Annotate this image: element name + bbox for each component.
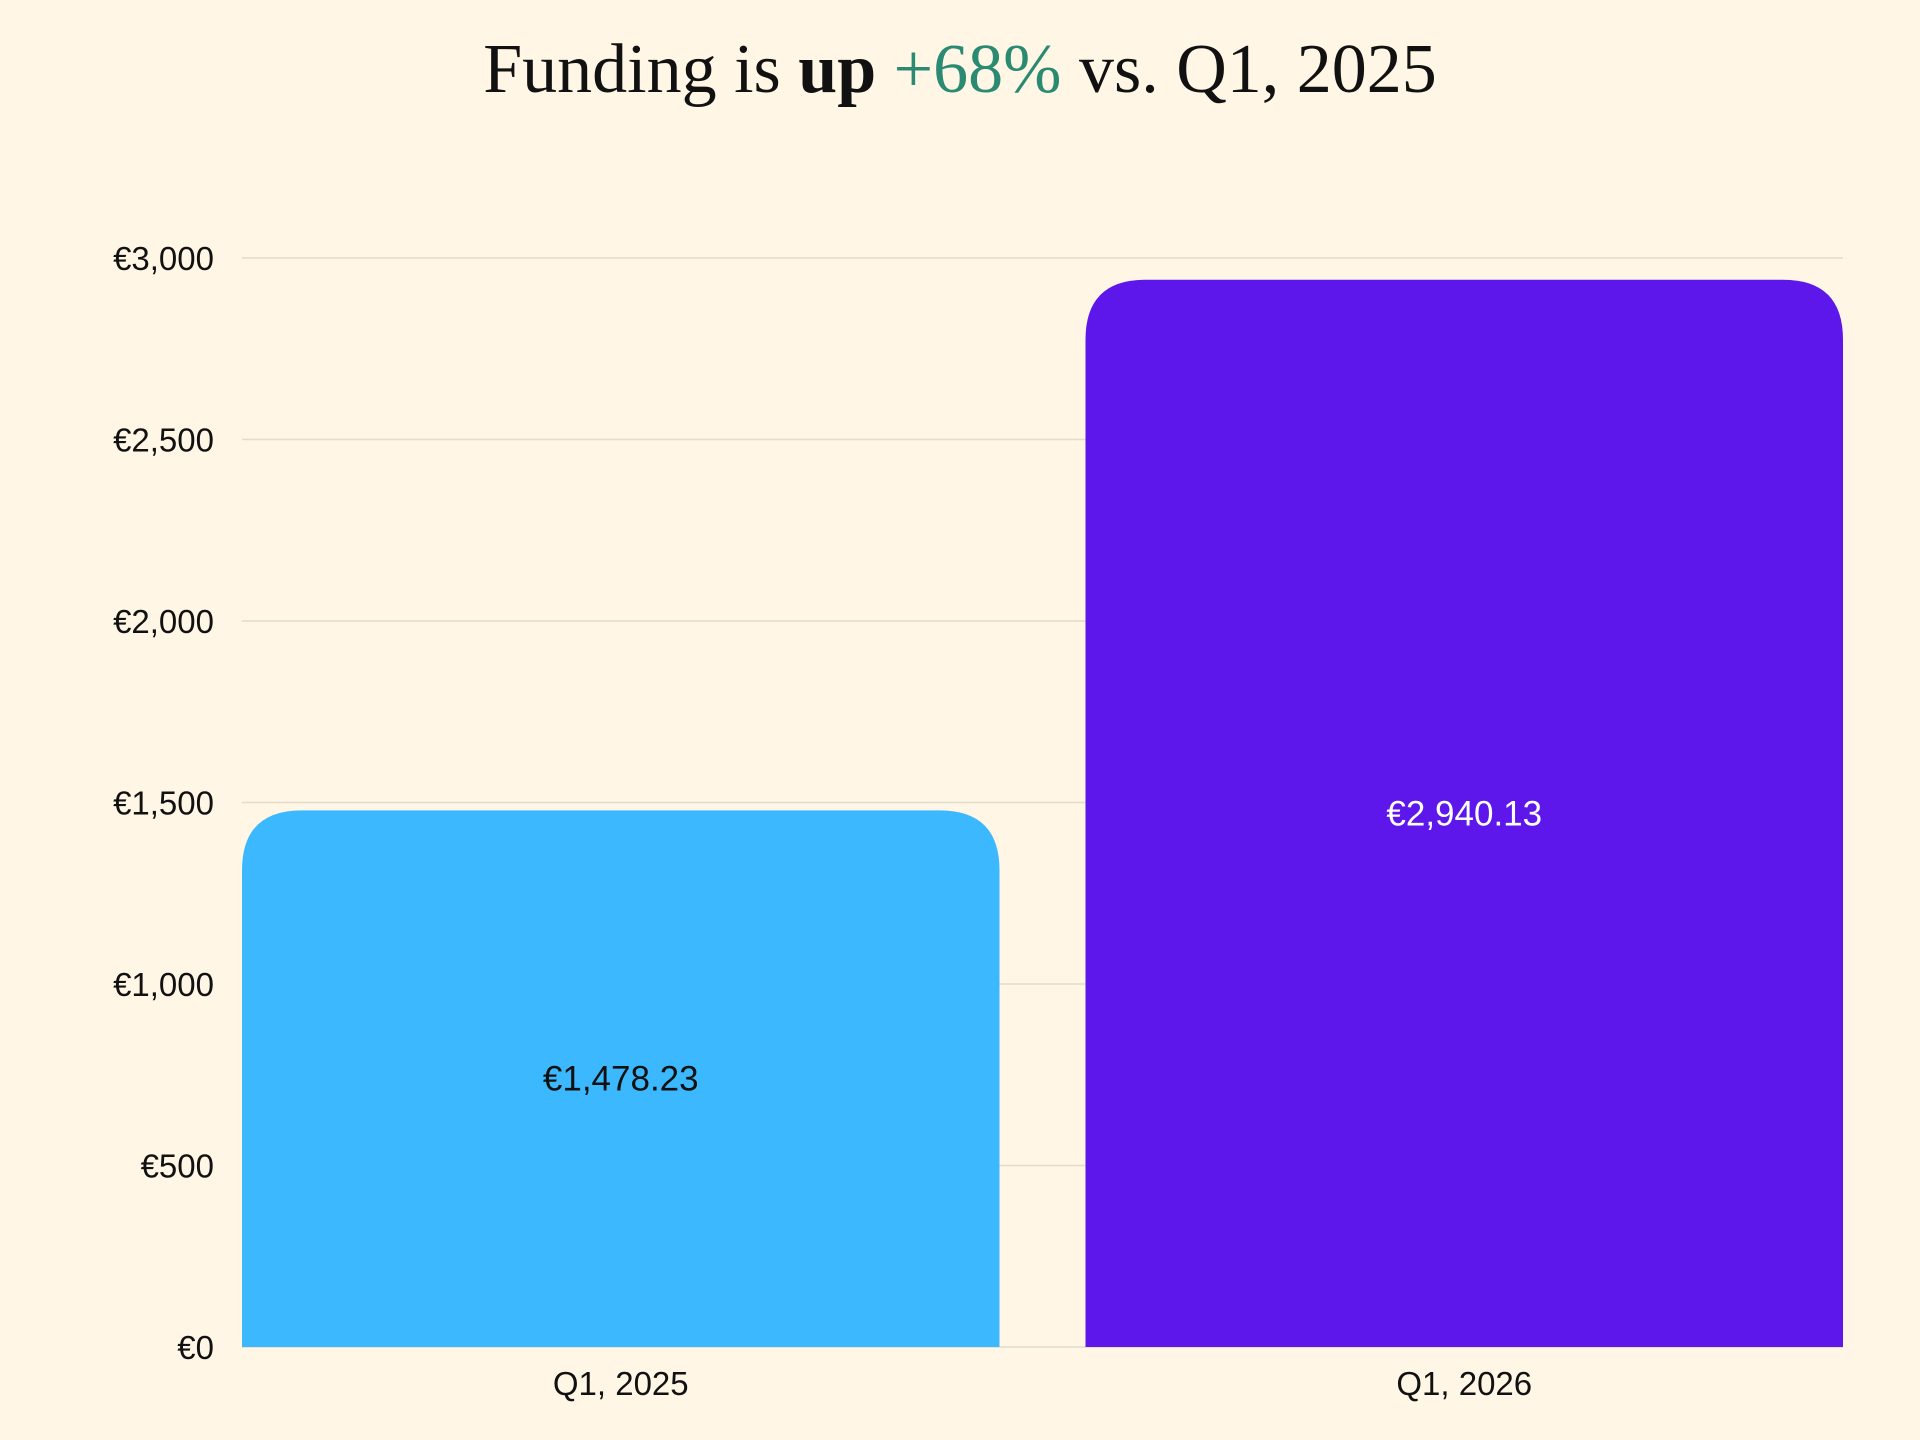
y-tick-label: €2,500	[113, 422, 214, 459]
x-tick-label: Q1, 2025	[553, 1365, 689, 1402]
bar	[242, 810, 1000, 1347]
chart-title: Funding is up +68% vs. Q1, 2025	[0, 30, 1920, 110]
title-suffix: vs. Q1, 2025	[1061, 31, 1437, 108]
y-tick-label: €3,000	[113, 240, 214, 277]
bar	[1085, 279, 1843, 1348]
title-bold: up	[798, 31, 877, 108]
title-highlight: +68%	[893, 31, 1062, 108]
y-tick-label: €0	[177, 1329, 214, 1366]
y-tick-label: €1,500	[113, 785, 214, 822]
x-tick-label: Q1, 2026	[1396, 1365, 1532, 1402]
bar-value-label: €1,478.23	[543, 1060, 699, 1099]
y-tick-label: €500	[141, 1148, 214, 1185]
title-prefix: Funding is	[483, 31, 799, 108]
bar-value-label: €2,940.13	[1386, 794, 1542, 833]
y-tick-label: €1,000	[113, 966, 214, 1003]
y-tick-label: €2,000	[113, 603, 214, 640]
